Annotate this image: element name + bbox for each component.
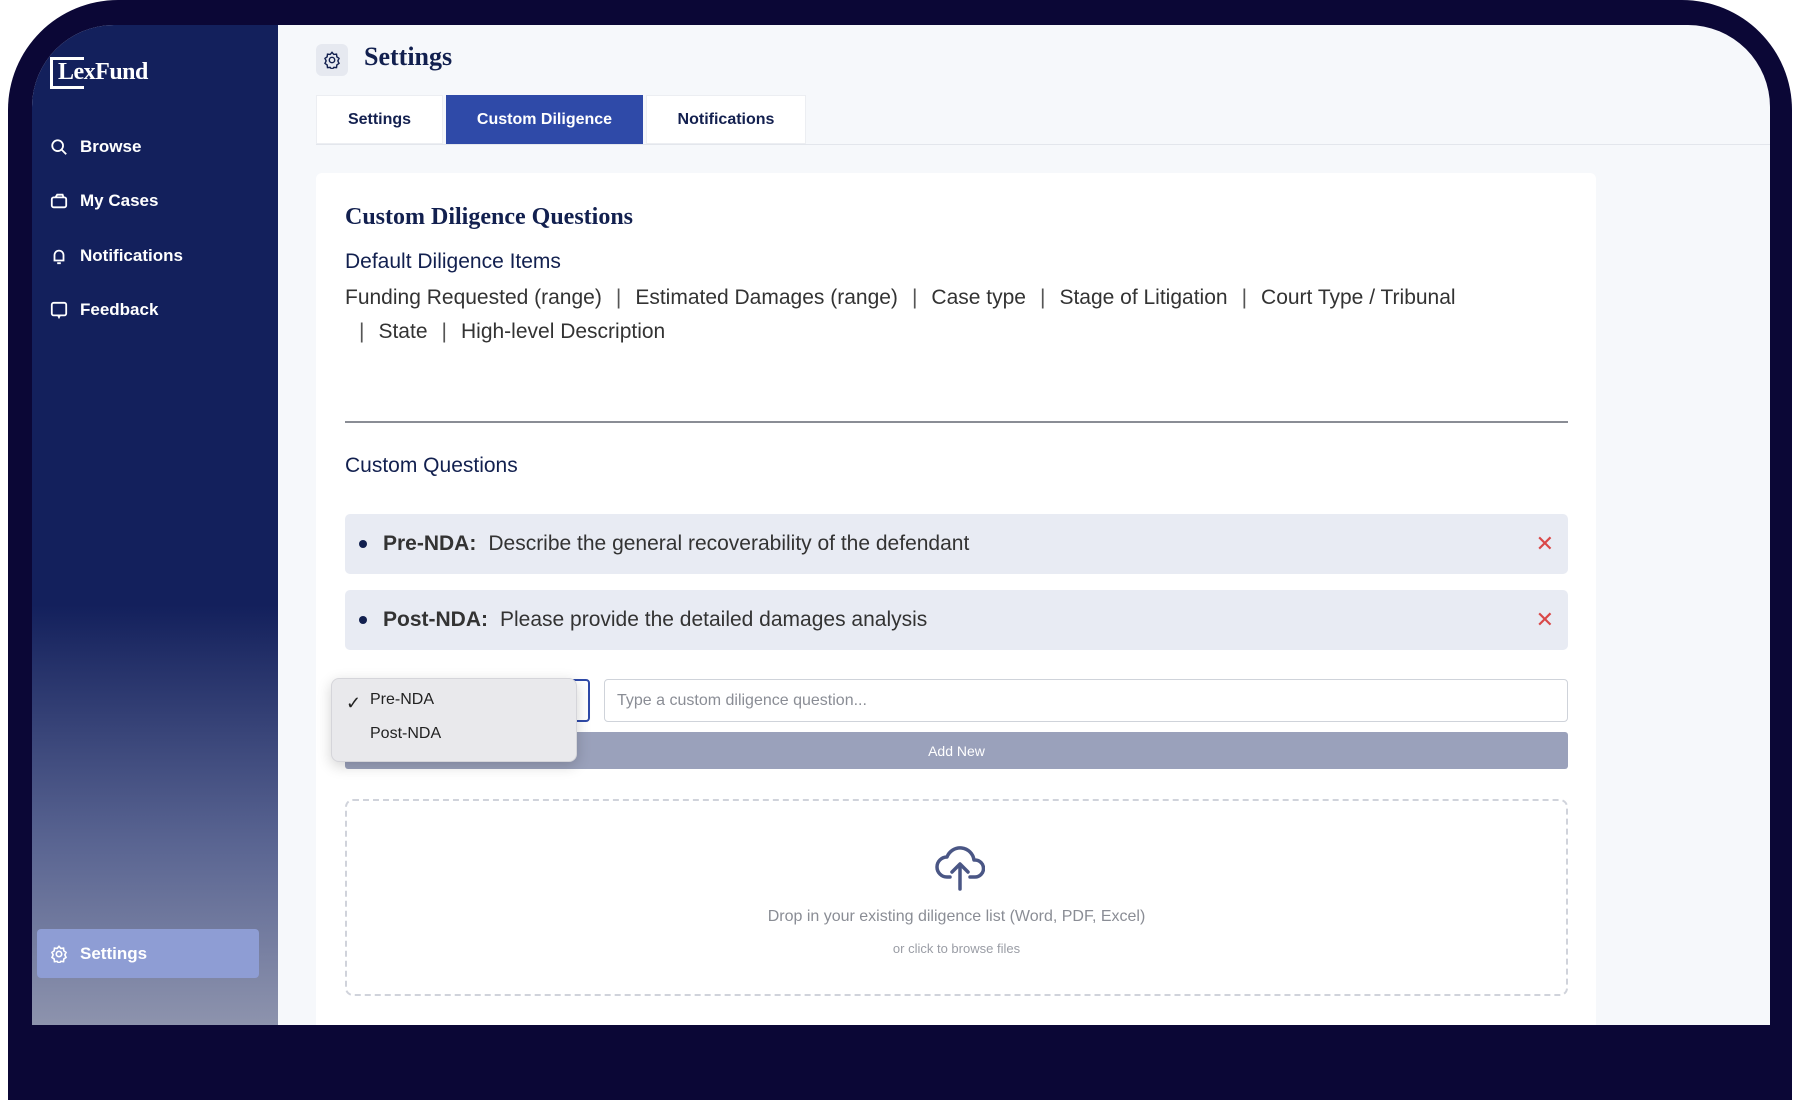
briefcase-icon	[50, 193, 68, 209]
app-window: LexFund Browse My Cases Notifications Fe…	[32, 25, 1770, 1025]
search-icon	[51, 139, 67, 155]
default-item: Case type	[931, 286, 1026, 309]
delete-icon[interactable]: ✕	[1535, 607, 1554, 632]
gear-icon	[324, 51, 340, 69]
sidebar-item-browse[interactable]: Browse	[50, 137, 141, 157]
tab-settings[interactable]: Settings	[316, 95, 443, 144]
card-title: Custom Diligence Questions	[345, 204, 633, 230]
default-item: Stage of Litigation	[1059, 286, 1228, 309]
default-item: Court Type / Tribunal	[1261, 286, 1456, 309]
question-input[interactable]	[604, 679, 1568, 722]
question-row: Post-NDA: Please provide the detailed da…	[345, 590, 1568, 650]
custom-diligence-card: Custom Diligence Questions Default Dilig…	[316, 173, 1596, 1025]
sidebar-item-my-cases[interactable]: My Cases	[50, 191, 158, 211]
dropdown-option-pre-nda[interactable]: Pre-NDA	[370, 691, 435, 708]
default-item: High-level Description	[460, 320, 666, 343]
main-content: Settings Settings Custom Diligence Notif…	[278, 25, 1770, 1025]
cloud-upload-icon	[935, 846, 985, 891]
question-stage: Pre-NDA:	[383, 532, 477, 555]
bullet-icon	[359, 616, 367, 624]
sidebar-item-label: My Cases	[80, 191, 159, 210]
upload-instructions: Drop in your existing diligence list (Wo…	[767, 908, 1146, 925]
sidebar-item-label: Notifications	[80, 246, 183, 265]
delete-icon[interactable]: ✕	[1535, 531, 1554, 556]
question-row: Pre-NDA: Describe the general recoverabi…	[345, 514, 1568, 574]
bullet-icon	[359, 540, 367, 548]
tab-notifications[interactable]: Notifications	[646, 95, 806, 144]
question-stage: Post-NDA:	[383, 608, 488, 631]
question-text: Describe the general recoverability of t…	[488, 532, 970, 555]
bell-icon	[53, 249, 65, 265]
sidebar-item-settings[interactable]: Settings	[37, 929, 259, 978]
file-drop-zone[interactable]: Drop in your existing diligence list (Wo…	[345, 799, 1568, 996]
dropdown-option-post-nda[interactable]: Post-NDA	[370, 725, 442, 742]
default-item: Estimated Damages (range)	[635, 286, 898, 309]
tab-custom-diligence[interactable]: Custom Diligence	[446, 95, 643, 144]
tab-bar: Settings Custom Diligence Notifications	[316, 95, 1770, 145]
default-items-heading: Default Diligence Items	[345, 250, 561, 273]
default-items-list: Funding Requested (range) | Estimated Dama…	[345, 286, 1456, 343]
settings-gear-badge	[316, 44, 348, 76]
check-icon: ✓	[346, 693, 362, 713]
custom-questions-heading: Custom Questions	[345, 454, 518, 477]
sidebar-item-feedback[interactable]: Feedback	[50, 300, 158, 320]
sidebar-item-label: Browse	[80, 137, 142, 156]
sidebar: LexFund Browse My Cases Notifications Fe…	[32, 25, 278, 1025]
page-title: Settings	[364, 42, 453, 71]
browse-files-link[interactable]: or click to browse files	[892, 941, 1021, 956]
question-text: Please provide the detailed damages anal…	[500, 608, 928, 631]
message-icon	[50, 301, 68, 319]
divider	[345, 421, 1568, 423]
sidebar-item-notifications[interactable]: Notifications	[50, 246, 183, 266]
sidebar-item-label: Feedback	[80, 300, 159, 319]
default-item: State	[378, 320, 428, 343]
sidebar-item-label: Settings	[80, 943, 148, 963]
gear-icon	[50, 944, 68, 963]
default-item: Funding Requested (range)	[345, 286, 602, 309]
stage-dropdown-menu: ✓ Pre-NDA Post-NDA	[331, 678, 577, 762]
logo: LexFund	[50, 57, 148, 89]
